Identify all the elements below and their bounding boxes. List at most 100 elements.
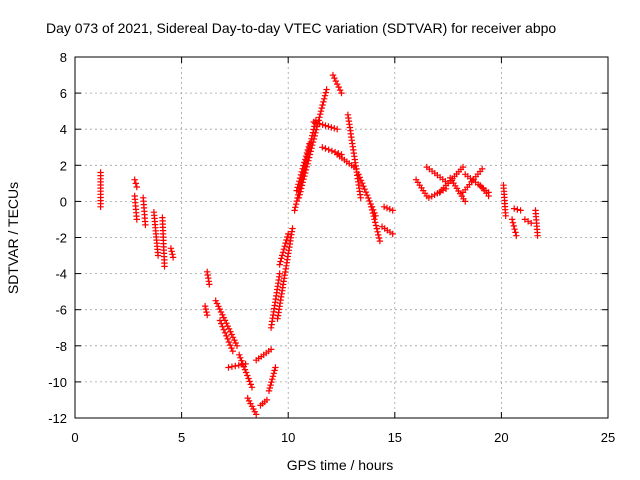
data-point [297,171,305,179]
y-tick-label: -8 [55,339,67,354]
data-point [216,317,224,324]
grid [75,57,608,418]
data-point [297,188,304,195]
data-track [293,140,313,194]
data-point [293,187,300,194]
data-point [248,384,256,391]
x-tick-label: 15 [388,430,402,445]
data-point [244,372,251,379]
data-track [532,207,541,239]
data-point [219,323,226,330]
data-point [295,181,302,188]
data-point [319,121,326,128]
data-point [307,148,314,155]
data-track [412,176,430,200]
data-point [303,163,310,170]
data-point [235,362,242,369]
data-point [328,147,336,155]
data-point [302,169,309,177]
data-point [365,194,372,202]
data-point [459,163,467,171]
data-point [356,174,363,181]
data-point [302,166,310,174]
data-point [325,146,332,153]
data-point [328,124,335,131]
data-point [220,326,227,333]
data-point [508,216,516,223]
data-point [269,373,277,380]
data-point [317,111,324,118]
plot-area-frame [74,56,609,419]
data-point [304,146,311,154]
data-track [253,346,275,364]
data-point [302,156,309,163]
data-point [237,354,244,361]
data-point [321,92,329,99]
data-point [310,135,318,143]
data-point [362,188,370,196]
data-point [329,71,337,79]
data-point [336,86,344,94]
data-point [217,308,225,316]
data-point [316,120,323,127]
chart-title: Day 073 of 2021, Sidereal Day-to-day VTE… [46,20,556,36]
axis-ticks: 0 5 10 15 20 25 -12 -10 -8 -6 -4 -2 0 2 4 6 8 [48,50,615,445]
data-point [263,396,271,404]
data-point [225,325,233,333]
data-point [511,226,518,233]
y-tick-label: 4 [60,122,67,137]
data-point [308,145,315,152]
data-point [322,145,329,152]
data-track [244,394,260,418]
data-point [301,159,308,166]
y-tick-label: -2 [55,231,67,246]
data-point [479,165,486,173]
y-tick-label: 0 [60,194,67,209]
data-point [309,142,316,149]
data-track [97,169,104,210]
data-point [298,185,305,192]
data-point [294,184,301,191]
data-point [300,162,307,169]
data-point [371,216,378,223]
data-point [517,207,524,214]
data-point [357,194,364,201]
data-track [167,245,177,261]
data-point [372,219,379,226]
data-point [244,394,251,402]
data-point [298,168,305,175]
data-point [219,311,226,318]
data-point [291,207,298,214]
data-point [389,207,396,214]
data-track [310,118,341,133]
data-point [242,369,250,376]
x-tick-label: 5 [178,430,185,445]
data-point [228,331,235,338]
data-point [386,206,393,213]
data-point [299,165,306,172]
data-point [131,176,138,183]
data-point [528,219,535,227]
data-point [313,119,320,127]
data-point [203,308,210,316]
data-point [306,151,314,158]
data-track [459,165,486,196]
data-point [368,203,375,210]
data-point [376,237,384,245]
data-point [302,153,310,160]
data-track [508,216,520,239]
data-point [283,236,290,244]
data-point [303,149,311,157]
data-point [298,182,306,189]
data-track [201,302,211,319]
data-point [267,346,275,353]
data-point [269,376,276,383]
data-point [220,314,227,321]
data-point [216,305,223,313]
data-point [168,248,175,255]
x-axis-title: GPS time / hours [287,457,394,473]
data-track [500,182,509,219]
data-point [221,329,229,336]
data-point [363,191,371,199]
